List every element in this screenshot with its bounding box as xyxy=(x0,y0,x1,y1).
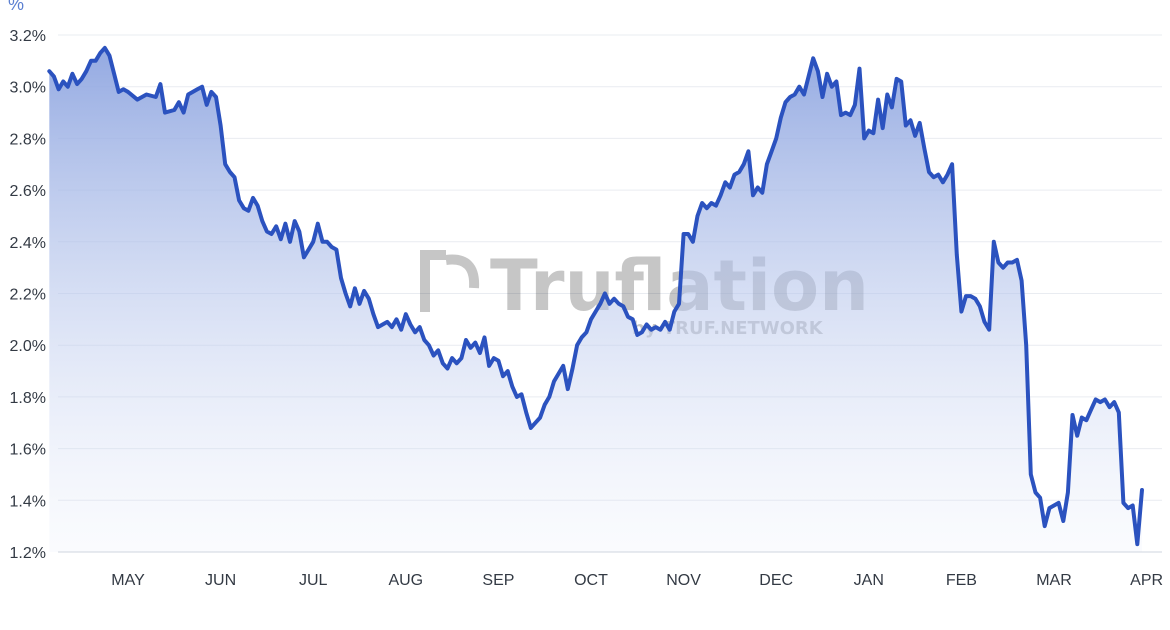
x-tick-label: OCT xyxy=(574,572,608,589)
x-tick-label: JAN xyxy=(854,572,884,589)
y-tick-label: 1.6% xyxy=(10,442,46,459)
y-tick-label: 2.8% xyxy=(10,131,46,148)
x-tick-label: MAY xyxy=(111,572,145,589)
y-tick-label: 2.0% xyxy=(10,338,46,355)
y-tick-label: 2.4% xyxy=(10,235,46,252)
series-line xyxy=(47,45,1144,547)
x-axis: MAY JUN JUL AUG SEP OCT NOV DEC JAN FEB MAR APR xyxy=(111,572,1163,589)
x-tick-label: MAR xyxy=(1036,572,1072,589)
y-tick-label: 2.2% xyxy=(10,287,46,304)
x-tick-label: DEC xyxy=(759,572,793,589)
y-tick-label: 2.6% xyxy=(10,183,46,200)
x-tick-label: JUL xyxy=(299,572,328,589)
y-axis-unit-label: % xyxy=(8,0,24,14)
x-tick-label: APR xyxy=(1130,572,1163,589)
y-tick-label: 3.0% xyxy=(10,80,46,97)
truflation-logo-icon xyxy=(420,250,480,312)
area-fill xyxy=(49,47,1142,553)
x-tick-label: NOV xyxy=(666,572,701,589)
x-tick-label: AUG xyxy=(388,572,423,589)
x-tick-label: SEP xyxy=(482,572,514,589)
x-tick-label: FEB xyxy=(946,572,977,589)
y-tick-label: 1.4% xyxy=(10,493,46,510)
y-tick-label: 3.2% xyxy=(10,28,46,45)
y-axis: 3.2% 3.0% 2.8% 2.6% 2.4% 2.2% 2.0% 1.8% 1.6% 1.4%… xyxy=(10,28,46,562)
y-tick-label: 1.2% xyxy=(10,545,46,562)
y-tick-label: 1.8% xyxy=(10,390,46,407)
x-tick-label: JUN xyxy=(205,572,236,589)
